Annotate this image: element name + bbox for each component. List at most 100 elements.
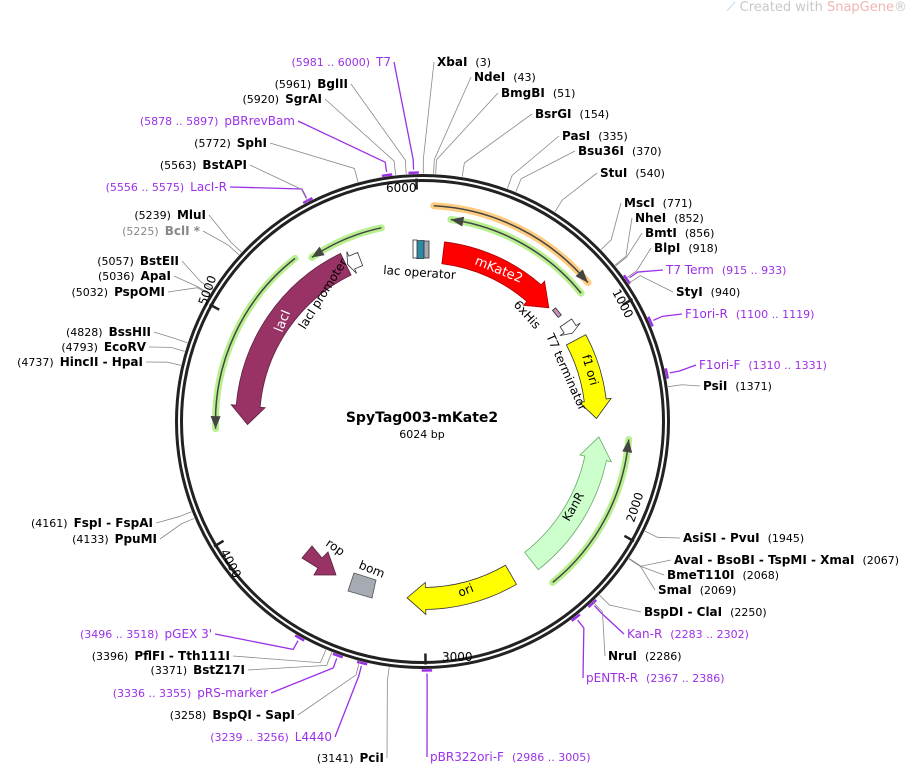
- orf-arc-right[interactable]: [549, 436, 633, 586]
- site-label[interactable]: (3141) PciI: [317, 751, 384, 765]
- site-label[interactable]: BmeT110I (2068): [667, 568, 779, 582]
- site-label[interactable]: SmaI (2069): [658, 583, 736, 597]
- site-bstapi[interactable]: (5563) BstAPI: [160, 158, 309, 202]
- site-label[interactable]: NheI (852): [635, 211, 704, 225]
- site-label[interactable]: (3496 .. 3518) pGEX 3': [80, 627, 212, 641]
- site-bsrgi[interactable]: BsrGI (154): [461, 107, 609, 177]
- site-label[interactable]: (4161) FspI - FspAI: [31, 516, 153, 530]
- site-label[interactable]: (5036) ApaI: [98, 269, 171, 283]
- site-asisi-pvui[interactable]: AsiSI - PvuI (1945): [644, 530, 804, 545]
- site-label[interactable]: BsrGI (154): [535, 107, 609, 121]
- orf-arc-top-forward[interactable]: [430, 202, 592, 287]
- site-label[interactable]: pBR322ori-F (2986 .. 3005): [430, 750, 591, 764]
- site-pasi[interactable]: PasI (335): [507, 129, 628, 189]
- site-fspi-fspai[interactable]: (4161) FspI - FspAI: [31, 511, 192, 530]
- site-label[interactable]: BmtI (856): [645, 226, 714, 240]
- site-label[interactable]: (5920) SgrAI: [243, 92, 322, 106]
- site-stui[interactable]: StuI (540): [554, 166, 665, 213]
- site-label[interactable]: (3239 .. 3256) L4440: [210, 730, 332, 744]
- primer-t7-term[interactable]: T7 Term (915 .. 933): [622, 263, 786, 285]
- site-nhei[interactable]: NheI (852): [614, 211, 704, 266]
- site-bstz17i[interactable]: (3371) BstZ17I: [151, 652, 333, 677]
- site-label[interactable]: T7 Term (915 .. 933): [665, 263, 786, 277]
- site-bsteii[interactable]: (5057) BstEII: [97, 254, 213, 290]
- site-label[interactable]: F1ori-R (1100 .. 1119): [685, 307, 814, 321]
- primer-pbrrevbam[interactable]: (5878 .. 5897) pBRrevBam: [140, 114, 393, 178]
- site-bspdi-clai[interactable]: BspDI - ClaI (2250): [599, 594, 767, 619]
- orf-arc-top-reverse[interactable]: [447, 215, 585, 297]
- site-bmti[interactable]: BmtI (856): [615, 226, 715, 267]
- site-label[interactable]: BmgBI (51): [501, 86, 575, 100]
- feature-label-ori[interactable]: ori: [456, 581, 476, 600]
- feature-lac-operator[interactable]: [415, 240, 425, 260]
- feature-laci[interactable]: [230, 252, 352, 426]
- site-label[interactable]: BlpI (918): [654, 241, 718, 255]
- site-bcli-[interactable]: (5225) BclI *: [122, 224, 240, 256]
- site-nrui[interactable]: NruI (2286): [592, 601, 682, 663]
- site-styi[interactable]: StyI (940): [628, 275, 741, 299]
- site-xbai[interactable]: XbaI (3): [422, 55, 491, 174]
- feature-label-lac-operator[interactable]: lac operator: [383, 263, 457, 282]
- site-label[interactable]: (5772) SphI: [194, 136, 267, 150]
- site-label[interactable]: (4828) BssHII: [66, 325, 151, 339]
- site-label[interactable]: (3371) BstZ17I: [151, 663, 245, 677]
- primer-f1ori-f[interactable]: F1ori-F (1310 .. 1331): [664, 358, 827, 379]
- site-bspqi-sapi[interactable]: (3258) BspQI - SapI: [170, 661, 360, 722]
- feature-t7-terminator[interactable]: [559, 318, 581, 337]
- site-label[interactable]: (5239) MluI: [134, 208, 206, 222]
- site-label[interactable]: StuI (540): [600, 166, 665, 180]
- site-label[interactable]: (5057) BstEII: [97, 254, 179, 268]
- site-ecorv[interactable]: (4793) EcoRV: [61, 340, 185, 354]
- site-label[interactable]: Bsu36I (370): [578, 144, 662, 158]
- site-label[interactable]: AvaI - BsoBI - TspMI - XmaI (2067): [674, 553, 899, 567]
- site-avai-bsobi-tspmi-xmai[interactable]: AvaI - BsoBI - TspMI - XmaI (2067): [629, 553, 899, 567]
- site-label[interactable]: AsiSI - PvuI (1945): [683, 531, 804, 545]
- site-pflfi-tth111i[interactable]: (3396) PflFI - Tth111I: [92, 649, 327, 664]
- site-label[interactable]: Kan-R (2283 .. 2302): [627, 627, 749, 641]
- site-label[interactable]: (3258) BspQI - SapI: [170, 708, 295, 722]
- feature-f1-ori[interactable]: [565, 334, 612, 420]
- site-label[interactable]: (5032) PspOMI: [71, 285, 165, 299]
- site-bsu36i[interactable]: Bsu36I (370): [515, 144, 662, 192]
- feature-6xhis[interactable]: [551, 307, 562, 318]
- site-bsshii[interactable]: (4828) BssHII: [66, 325, 188, 344]
- site-label[interactable]: pENTR-R (2367 .. 2386): [586, 671, 725, 685]
- feature-rop[interactable]: [301, 545, 337, 576]
- site-pspomi[interactable]: (5032) PspOMI: [71, 285, 210, 299]
- site-label[interactable]: (5961) BglII: [275, 77, 348, 91]
- site-label[interactable]: (5878 .. 5897) pBRrevBam: [140, 114, 295, 128]
- primer-laci-r[interactable]: (5556 .. 5575) LacI-R: [106, 180, 314, 205]
- primer-prs-marker[interactable]: (3336 .. 3355) pRS-marker: [113, 652, 344, 700]
- site-sphi[interactable]: (5772) SphI: [194, 136, 359, 183]
- feature-ori[interactable]: [406, 564, 518, 616]
- site-label[interactable]: StyI (940): [676, 285, 740, 299]
- site-bglii[interactable]: (5961) BglII: [275, 77, 407, 175]
- site-ppumi[interactable]: (4133) PpuMI: [72, 518, 195, 546]
- site-apai[interactable]: (5036) ApaI: [98, 269, 211, 295]
- primer-pgex-3-[interactable]: (3496 .. 3518) pGEX 3': [80, 627, 305, 651]
- site-label[interactable]: MscI (771): [624, 196, 692, 210]
- site-mlui[interactable]: (5239) MluI: [134, 208, 242, 253]
- site-blpi[interactable]: BlpI (918): [625, 241, 718, 280]
- site-label[interactable]: (4737) HincII - HpaI: [17, 355, 143, 369]
- site-label[interactable]: (4133) PpuMI: [72, 532, 157, 546]
- primer-f1ori-r[interactable]: F1ori-R (1100 .. 1119): [647, 307, 814, 327]
- primer-t7[interactable]: (5981 .. 6000) T7: [291, 55, 419, 175]
- site-label[interactable]: F1ori-F (1310 .. 1331): [699, 358, 827, 372]
- site-label[interactable]: XbaI (3): [437, 55, 491, 69]
- feature-bom[interactable]: [347, 572, 377, 599]
- site-label[interactable]: (3396) PflFI - Tth111I: [92, 649, 230, 663]
- site-label[interactable]: (5981 .. 6000) T7: [291, 55, 391, 69]
- site-label[interactable]: BspDI - ClaI (2250): [644, 605, 767, 619]
- site-label[interactable]: PsiI (1371): [703, 379, 772, 393]
- primer-l4440[interactable]: (3239 .. 3256) L4440: [210, 660, 368, 744]
- orf-arc-left-upper[interactable]: [308, 224, 385, 261]
- site-label[interactable]: PasI (335): [562, 129, 628, 143]
- primer-kan-r[interactable]: Kan-R (2283 .. 2302): [587, 599, 749, 641]
- site-pcii[interactable]: (3141) PciI: [317, 667, 390, 765]
- primer-pentr-r[interactable]: pENTR-R (2367 .. 2386): [570, 613, 725, 685]
- site-label[interactable]: NdeI (43): [474, 70, 536, 84]
- site-label[interactable]: NruI (2286): [608, 649, 682, 663]
- site-msci[interactable]: MscI (771): [600, 196, 692, 250]
- feature-laci-promoter[interactable]: [346, 251, 364, 274]
